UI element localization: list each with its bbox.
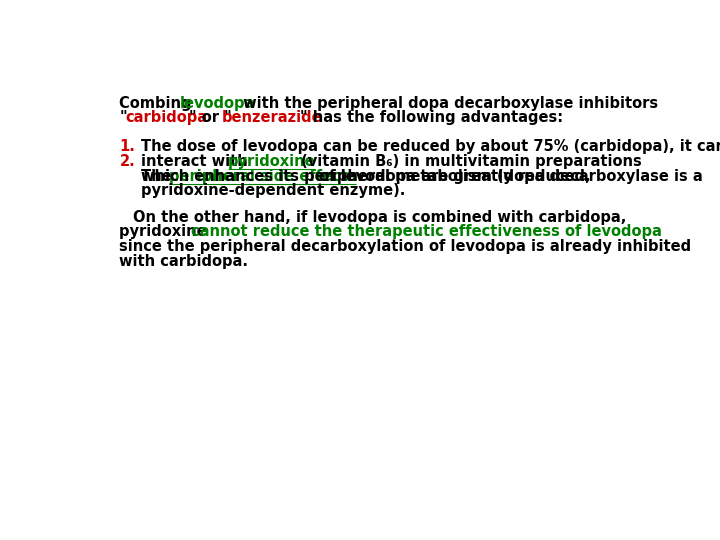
- Text: pyridoxine: pyridoxine: [228, 154, 315, 169]
- Text: Combing: Combing: [120, 96, 197, 111]
- Text: cannot reduce the therapeutic effectiveness of levodopa: cannot reduce the therapeutic effectiven…: [192, 224, 662, 239]
- Text: with carbidopa.: with carbidopa.: [120, 254, 248, 268]
- Text: levodopa: levodopa: [179, 96, 255, 111]
- Text: ": ": [120, 110, 127, 125]
- Text: carbidopa: carbidopa: [125, 110, 207, 125]
- Text: The dose of levodopa can be reduced by about 75% (carbidopa), it can: The dose of levodopa can be reduced by a…: [141, 139, 720, 154]
- Text: (vitamin B₆) in multivitamin preparations: (vitamin B₆) in multivitamin preparation…: [296, 154, 642, 169]
- Text: since the peripheral decarboxylation of levodopa is already inhibited: since the peripheral decarboxylation of …: [120, 239, 692, 254]
- Text: The: The: [141, 168, 177, 184]
- Text: pyridoxine: pyridoxine: [120, 224, 212, 239]
- Text: 2.: 2.: [120, 154, 135, 169]
- Text: benzerazide: benzerazide: [222, 110, 323, 125]
- Text: 1.: 1.: [120, 139, 135, 154]
- Text: peripheral side effects: peripheral side effects: [169, 168, 356, 184]
- Text: On the other hand, if levodopa is combined with carbidopa,: On the other hand, if levodopa is combin…: [133, 210, 627, 225]
- Text: with the peripheral dopa decarboxylase inhibitors: with the peripheral dopa decarboxylase i…: [238, 96, 658, 111]
- Text: which enhances its peripheral metabolism (dopa decarboxylase is a: which enhances its peripheral metabolism…: [141, 168, 703, 184]
- Text: interact with: interact with: [141, 154, 253, 169]
- Text: " or ": " or ": [189, 110, 232, 125]
- Text: pyridoxine-dependent enzyme).: pyridoxine-dependent enzyme).: [141, 184, 405, 198]
- Text: " has the following advantages:: " has the following advantages:: [300, 110, 563, 125]
- Text: of levodopa are greatly reduced,: of levodopa are greatly reduced,: [314, 168, 591, 184]
